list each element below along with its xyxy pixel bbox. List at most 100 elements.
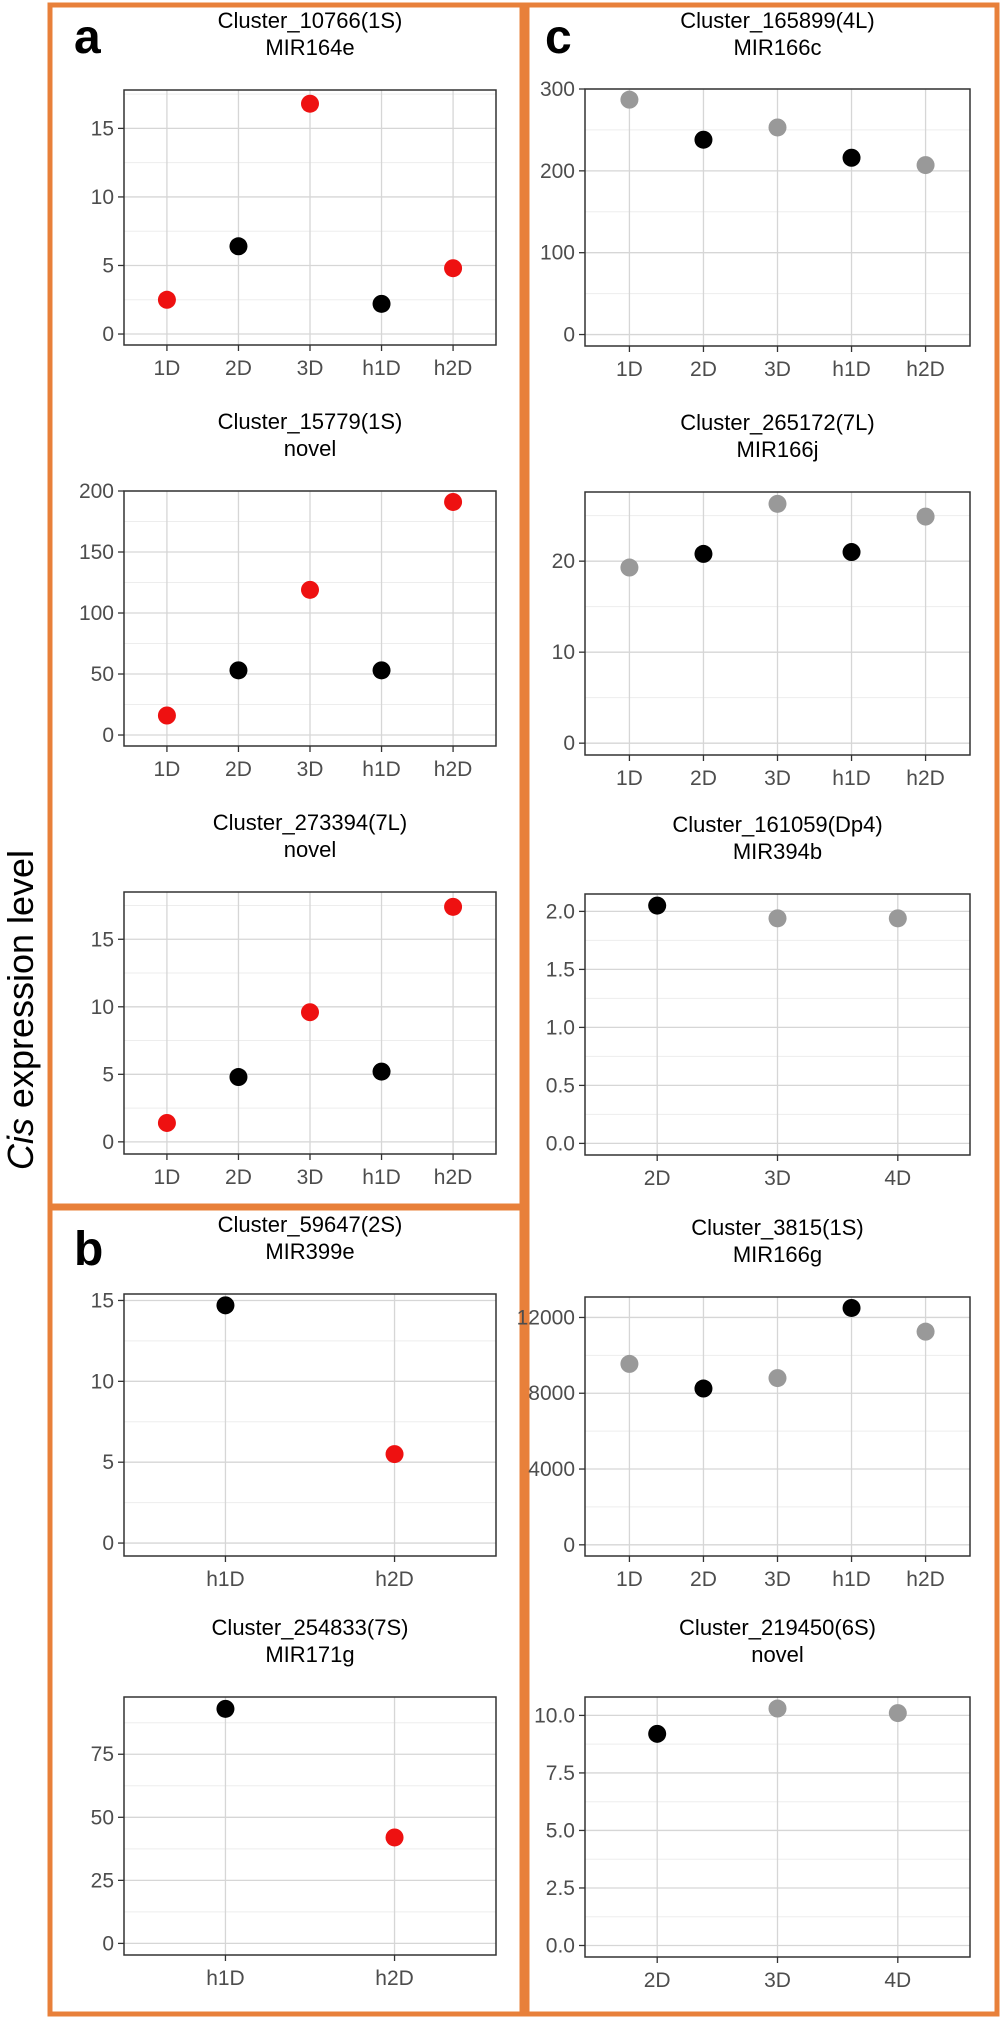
chart-subtitle: novel	[284, 837, 337, 862]
chart-title: Cluster_254833(7S)	[212, 1615, 409, 1640]
y-tick-label: 1.5	[546, 958, 575, 981]
panel-frame-c	[524, 2, 1000, 2017]
data-point	[694, 1379, 713, 1398]
plot-border	[123, 891, 497, 1155]
chart-7: Cluster_161059(Dp4)MIR394b 0.0 0.5 1.0 1.5 2.…	[546, 812, 971, 1190]
chart-title: Cluster_15779(1S)	[218, 409, 403, 434]
y-tick-label: 150	[79, 541, 114, 564]
x-tick-label: 2D	[690, 358, 717, 381]
data-point	[620, 90, 639, 109]
chart-2: Cluster_273394(7L)novel 0 5 10 15 1D 2D 3D h1D h2…	[91, 810, 497, 1189]
y-tick-label: 0	[102, 1532, 114, 1555]
data-point	[916, 507, 935, 526]
data-point	[444, 492, 463, 511]
data-point	[768, 909, 787, 928]
x-tick-label: h2D	[375, 1967, 414, 1990]
y-tick-label: 0	[102, 724, 114, 747]
chart-title: Cluster_10766(1S)	[218, 8, 403, 33]
y-tick-label: 0	[563, 324, 575, 347]
chart-subtitle: MIR166j	[737, 437, 819, 462]
y-tick-label: 15	[91, 1289, 114, 1312]
y-tick-label: 0.5	[546, 1074, 575, 1097]
panel-label-c: c	[545, 11, 572, 64]
chart-8: Cluster_3815(1S)MIR166g 0 4000 8000 12000 1D 2…	[517, 1215, 971, 1591]
chart-title: Cluster_273394(7L)	[213, 810, 407, 835]
panel-frame-b	[47, 1205, 525, 2017]
x-tick-label: 3D	[764, 1568, 791, 1591]
data-point	[842, 543, 861, 562]
plot-background	[124, 1697, 496, 1955]
data-point	[768, 1699, 787, 1718]
x-tick-label: 1D	[153, 758, 180, 781]
y-tick-label: 12000	[517, 1306, 575, 1329]
chart-title: Cluster_265172(7L)	[680, 410, 874, 435]
data-point	[372, 294, 391, 313]
plot-border	[584, 1296, 971, 1557]
data-point	[216, 1296, 235, 1315]
data-point	[842, 1298, 861, 1317]
x-tick-label: 3D	[297, 758, 324, 781]
x-tick-label: h2D	[434, 758, 473, 781]
data-point	[157, 290, 176, 309]
chart-subtitle: MIR394b	[733, 839, 822, 864]
x-tick-label: h2D	[906, 358, 945, 381]
y-tick-label: 8000	[528, 1382, 575, 1405]
y-tick-label: 1.0	[546, 1016, 575, 1039]
chart-5: Cluster_165899(4L)MIR166c 0 100 200 300 1D 2D 3…	[540, 8, 971, 381]
data-point	[229, 237, 248, 256]
y-tick-label: 2.0	[546, 900, 575, 923]
x-tick-label: 2D	[225, 1166, 252, 1189]
chart-0: Cluster_10766(1S)MIR164e 0 5 10 15 1D 2D 3D h1D h…	[91, 8, 497, 380]
data-point	[888, 909, 907, 928]
chart-subtitle: novel	[751, 1642, 804, 1667]
panel-label-b: b	[74, 1223, 104, 1276]
data-point	[157, 706, 176, 725]
y-tick-label: 10	[91, 1370, 114, 1393]
x-tick-label: 1D	[616, 1568, 643, 1591]
y-tick-label: 15	[91, 117, 114, 140]
x-tick-label: h2D	[906, 767, 945, 790]
x-tick-label: 2D	[644, 1969, 671, 1992]
plot-border	[584, 491, 971, 756]
x-tick-label: h1D	[362, 758, 401, 781]
x-tick-label: 3D	[764, 1969, 791, 1992]
chart-title: Cluster_3815(1S)	[691, 1215, 863, 1240]
y-tick-label: 10	[552, 641, 575, 664]
data-point	[385, 1445, 404, 1464]
data-point	[768, 118, 787, 137]
y-tick-label: 20	[552, 550, 575, 573]
chart-subtitle: MIR164e	[265, 35, 354, 60]
chart-title: Cluster_59647(2S)	[218, 1212, 403, 1237]
chart-subtitle: novel	[284, 436, 337, 461]
chart-subtitle: MIR171g	[265, 1642, 354, 1667]
data-point	[301, 580, 319, 599]
y-tick-label: 5	[102, 254, 114, 277]
chart-title: Cluster_165899(4L)	[680, 8, 874, 33]
data-point	[768, 1369, 787, 1388]
plot-background	[124, 1294, 496, 1556]
data-point	[216, 1699, 235, 1718]
y-tick-label: 25	[91, 1869, 114, 1892]
chart-title: Cluster_219450(6S)	[679, 1615, 876, 1640]
y-tick-label: 75	[91, 1743, 114, 1766]
y-tick-label: 0.0	[546, 1132, 575, 1155]
chart-1: Cluster_15779(1S)novel 0 50 100 150 200 1D 2D 3D…	[79, 409, 497, 781]
x-tick-label: h1D	[832, 1568, 871, 1591]
data-point	[301, 1003, 319, 1022]
data-point	[916, 156, 935, 175]
plot-border	[123, 1293, 497, 1557]
x-tick-label: 3D	[764, 1167, 791, 1190]
data-point	[372, 661, 391, 680]
data-point	[648, 896, 667, 915]
chart-6: Cluster_265172(7L)MIR166j 0 10 20 1D 2D 3D h1D h…	[552, 410, 971, 790]
y-tick-label: 0	[563, 1534, 575, 1557]
plot-border	[584, 88, 971, 347]
panel-label-a: a	[74, 11, 101, 64]
data-point	[372, 1062, 391, 1081]
x-tick-label: h1D	[206, 1967, 245, 1990]
x-tick-label: 2D	[690, 1568, 717, 1591]
plot-border	[123, 1696, 497, 1956]
y-tick-label: 7.5	[546, 1762, 575, 1785]
y-tick-label: 0	[563, 732, 575, 755]
y-tick-label: 5	[102, 1063, 114, 1086]
